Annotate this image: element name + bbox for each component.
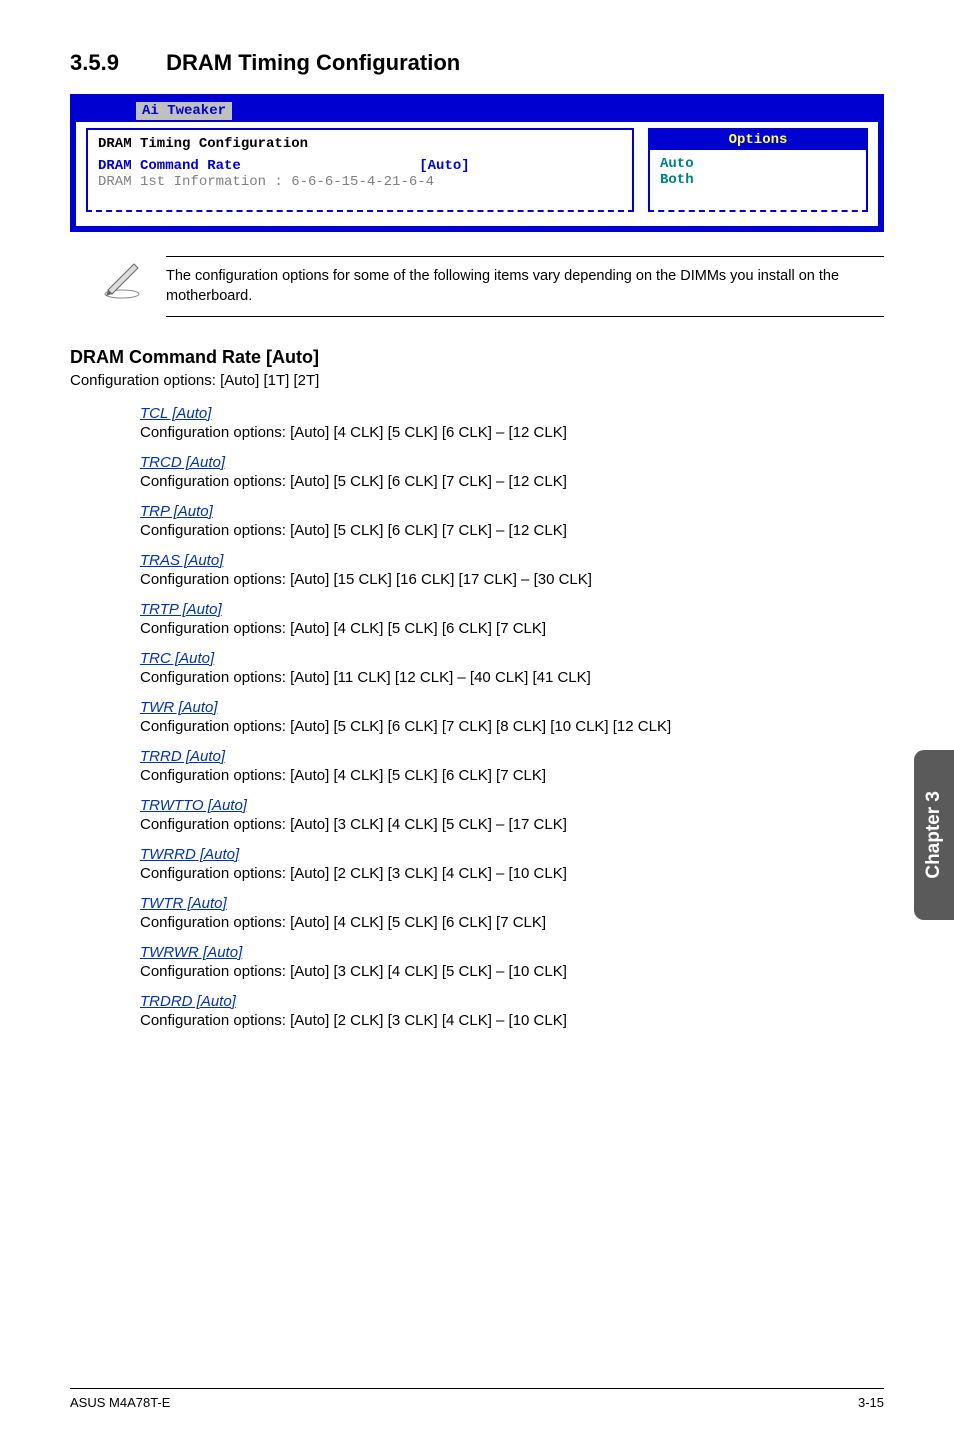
param-list: TCL [Auto] Configuration options: [Auto]…: [140, 405, 884, 1030]
param-trrd: TRRD [Auto] Configuration options: [Auto…: [140, 748, 884, 785]
param-desc: Configuration options: [Auto] [4 CLK] [5…: [140, 424, 567, 441]
param-name: TRWTTO [Auto]: [140, 797, 884, 814]
param-desc: Configuration options: [Auto] [11 CLK] […: [140, 669, 591, 686]
param-trdrd: TRDRD [Auto] Configuration options: [Aut…: [140, 993, 884, 1030]
param-name: TWTR [Auto]: [140, 895, 884, 912]
footer-left: ASUS M4A78T-E: [70, 1395, 170, 1410]
param-tras: TRAS [Auto] Configuration options: [Auto…: [140, 552, 884, 589]
param-desc: Configuration options: [Auto] [3 CLK] [4…: [140, 816, 567, 833]
param-desc: Configuration options: [Auto] [5 CLK] [6…: [140, 473, 567, 490]
param-name: TWRWR [Auto]: [140, 944, 884, 961]
chapter-side-tab: Chapter 3: [914, 750, 954, 920]
bios-options-header: Options: [650, 130, 866, 150]
bios-row-label: DRAM Command Rate: [98, 158, 241, 174]
bios-tab-ai-tweaker[interactable]: Ai Tweaker: [136, 102, 232, 120]
param-name: TRAS [Auto]: [140, 552, 884, 569]
bios-options-pane: Options Auto Both: [648, 128, 868, 212]
bios-row-info: DRAM 1st Information : 6-6-6-15-4-21-6-4: [98, 174, 622, 190]
subheading-config: Configuration options: [Auto] [1T] [2T]: [70, 372, 884, 389]
param-desc: Configuration options: [Auto] [4 CLK] [5…: [140, 767, 546, 784]
bios-row-command-rate[interactable]: DRAM Command Rate [Auto]: [98, 158, 622, 174]
param-trcd: TRCD [Auto] Configuration options: [Auto…: [140, 454, 884, 491]
bios-tabbar: Ai Tweaker: [76, 100, 878, 122]
section-title: DRAM Timing Configuration: [166, 50, 460, 75]
page-footer: ASUS M4A78T-E 3-15: [70, 1388, 884, 1410]
bios-option-auto[interactable]: Auto: [660, 156, 856, 172]
param-name: TCL [Auto]: [140, 405, 884, 422]
param-name: TRCD [Auto]: [140, 454, 884, 471]
bios-left-pane: DRAM Timing Configuration DRAM Command R…: [86, 128, 634, 212]
param-name: TRRD [Auto]: [140, 748, 884, 765]
param-trp: TRP [Auto] Configuration options: [Auto]…: [140, 503, 884, 540]
subheading: DRAM Command Rate [Auto]: [70, 347, 884, 368]
param-trwtto: TRWTTO [Auto] Configuration options: [Au…: [140, 797, 884, 834]
param-trtp: TRTP [Auto] Configuration options: [Auto…: [140, 601, 884, 638]
param-name: TWR [Auto]: [140, 699, 884, 716]
bios-option-both[interactable]: Both: [660, 172, 856, 188]
param-trc: TRC [Auto] Configuration options: [Auto]…: [140, 650, 884, 687]
pencil-icon: [100, 256, 144, 305]
param-twr: TWR [Auto] Configuration options: [Auto]…: [140, 699, 884, 736]
param-twrrd: TWRRD [Auto] Configuration options: [Aut…: [140, 846, 884, 883]
param-desc: Configuration options: [Auto] [5 CLK] [6…: [140, 718, 671, 735]
param-desc: Configuration options: [Auto] [15 CLK] […: [140, 571, 592, 588]
param-twrwr: TWRWR [Auto] Configuration options: [Aut…: [140, 944, 884, 981]
chapter-side-tab-label: Chapter 3: [923, 791, 945, 879]
section-number: 3.5.9: [70, 50, 160, 76]
footer-right: 3-15: [858, 1395, 884, 1410]
section-heading: 3.5.9 DRAM Timing Configuration: [70, 50, 884, 76]
param-name: TRTP [Auto]: [140, 601, 884, 618]
bios-panel-title: DRAM Timing Configuration: [98, 136, 622, 152]
param-desc: Configuration options: [Auto] [4 CLK] [5…: [140, 620, 546, 637]
bios-body: DRAM Timing Configuration DRAM Command R…: [76, 122, 878, 226]
bios-row-value: [Auto]: [419, 158, 469, 174]
param-name: TRP [Auto]: [140, 503, 884, 520]
bios-panel: Ai Tweaker DRAM Timing Configuration DRA…: [70, 94, 884, 232]
note-container: The configuration options for some of th…: [100, 256, 884, 317]
param-tcl: TCL [Auto] Configuration options: [Auto]…: [140, 405, 884, 442]
param-desc: Configuration options: [Auto] [3 CLK] [4…: [140, 963, 567, 980]
param-twtr: TWTR [Auto] Configuration options: [Auto…: [140, 895, 884, 932]
param-desc: Configuration options: [Auto] [4 CLK] [5…: [140, 914, 546, 931]
note-text: The configuration options for some of th…: [166, 256, 884, 317]
param-desc: Configuration options: [Auto] [2 CLK] [3…: [140, 1012, 567, 1029]
param-name: TRDRD [Auto]: [140, 993, 884, 1010]
param-desc: Configuration options: [Auto] [5 CLK] [6…: [140, 522, 567, 539]
param-name: TRC [Auto]: [140, 650, 884, 667]
param-name: TWRRD [Auto]: [140, 846, 884, 863]
param-desc: Configuration options: [Auto] [2 CLK] [3…: [140, 865, 567, 882]
